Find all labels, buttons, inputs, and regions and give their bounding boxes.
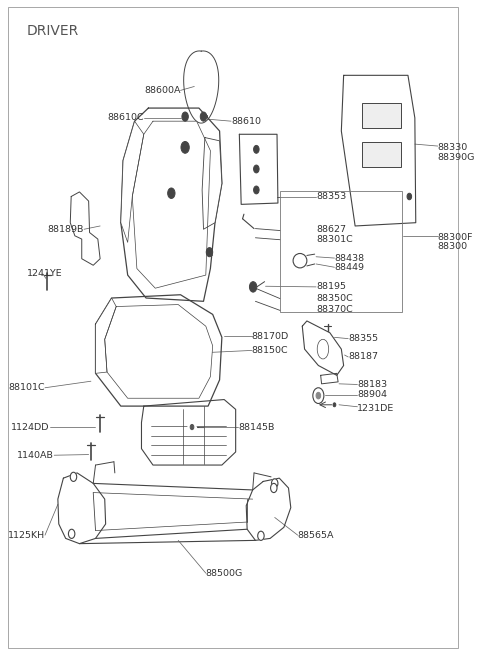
Text: 88330: 88330 bbox=[438, 143, 468, 152]
Text: 88355: 88355 bbox=[348, 334, 378, 343]
Text: 88370C: 88370C bbox=[316, 305, 353, 314]
Polygon shape bbox=[121, 121, 144, 242]
Ellipse shape bbox=[313, 388, 324, 403]
Text: 88600A: 88600A bbox=[144, 86, 180, 95]
Ellipse shape bbox=[272, 479, 278, 488]
Ellipse shape bbox=[190, 424, 194, 430]
Text: 88101C: 88101C bbox=[8, 383, 45, 392]
Ellipse shape bbox=[70, 472, 77, 481]
Polygon shape bbox=[240, 134, 278, 204]
Text: DRIVER: DRIVER bbox=[26, 24, 79, 38]
Ellipse shape bbox=[253, 145, 259, 153]
Ellipse shape bbox=[168, 188, 175, 198]
Text: 88449: 88449 bbox=[335, 263, 364, 272]
Polygon shape bbox=[96, 295, 222, 406]
Polygon shape bbox=[184, 51, 219, 123]
Polygon shape bbox=[132, 121, 210, 288]
FancyBboxPatch shape bbox=[362, 103, 401, 128]
Ellipse shape bbox=[188, 421, 196, 433]
Ellipse shape bbox=[69, 529, 75, 538]
Text: 88438: 88438 bbox=[335, 253, 365, 263]
Ellipse shape bbox=[70, 472, 77, 481]
Text: 88300: 88300 bbox=[438, 242, 468, 252]
Ellipse shape bbox=[253, 165, 259, 173]
Ellipse shape bbox=[206, 248, 213, 257]
Text: 88183: 88183 bbox=[358, 380, 387, 389]
Text: 1231DE: 1231DE bbox=[358, 403, 395, 413]
Bar bbox=[280, 191, 402, 312]
Ellipse shape bbox=[258, 531, 264, 540]
Text: 88300F: 88300F bbox=[438, 233, 473, 242]
Text: 1125KH: 1125KH bbox=[8, 531, 45, 540]
Text: 88150C: 88150C bbox=[252, 346, 288, 355]
Polygon shape bbox=[58, 473, 106, 544]
Ellipse shape bbox=[272, 479, 278, 488]
Text: 88500G: 88500G bbox=[206, 569, 243, 578]
Ellipse shape bbox=[271, 483, 277, 493]
Text: 88610C: 88610C bbox=[107, 113, 144, 122]
FancyBboxPatch shape bbox=[362, 142, 401, 167]
Ellipse shape bbox=[407, 193, 412, 200]
Ellipse shape bbox=[253, 186, 259, 194]
Text: 88610: 88610 bbox=[231, 117, 261, 126]
Text: 1124DD: 1124DD bbox=[11, 422, 49, 432]
Text: 88195: 88195 bbox=[316, 282, 346, 291]
Polygon shape bbox=[202, 138, 222, 229]
Text: 88145B: 88145B bbox=[238, 422, 275, 432]
Polygon shape bbox=[70, 192, 100, 265]
Ellipse shape bbox=[250, 282, 257, 292]
Text: 88189B: 88189B bbox=[48, 225, 84, 234]
Ellipse shape bbox=[182, 112, 188, 121]
Text: 88390G: 88390G bbox=[438, 153, 475, 162]
Text: 88170D: 88170D bbox=[252, 331, 289, 341]
Ellipse shape bbox=[293, 253, 307, 268]
Text: 88627: 88627 bbox=[316, 225, 346, 234]
Polygon shape bbox=[246, 478, 291, 540]
Polygon shape bbox=[105, 305, 213, 398]
Text: 88904: 88904 bbox=[358, 390, 387, 400]
Ellipse shape bbox=[200, 112, 207, 121]
Ellipse shape bbox=[316, 392, 321, 399]
Ellipse shape bbox=[271, 483, 277, 493]
Ellipse shape bbox=[317, 339, 329, 359]
Text: 88350C: 88350C bbox=[316, 293, 353, 303]
Polygon shape bbox=[142, 400, 236, 465]
Text: 88353: 88353 bbox=[316, 192, 346, 201]
Polygon shape bbox=[341, 75, 416, 226]
Text: 88301C: 88301C bbox=[316, 234, 353, 244]
Ellipse shape bbox=[69, 529, 75, 538]
Polygon shape bbox=[121, 108, 222, 301]
Polygon shape bbox=[96, 298, 116, 373]
Ellipse shape bbox=[258, 531, 264, 540]
Text: 88565A: 88565A bbox=[298, 531, 334, 540]
Text: 88187: 88187 bbox=[348, 352, 378, 362]
Text: 1241YE: 1241YE bbox=[26, 269, 62, 278]
Ellipse shape bbox=[181, 141, 189, 153]
Ellipse shape bbox=[333, 403, 336, 407]
Polygon shape bbox=[302, 321, 344, 375]
Polygon shape bbox=[321, 373, 338, 384]
Text: 1140AB: 1140AB bbox=[17, 451, 54, 460]
